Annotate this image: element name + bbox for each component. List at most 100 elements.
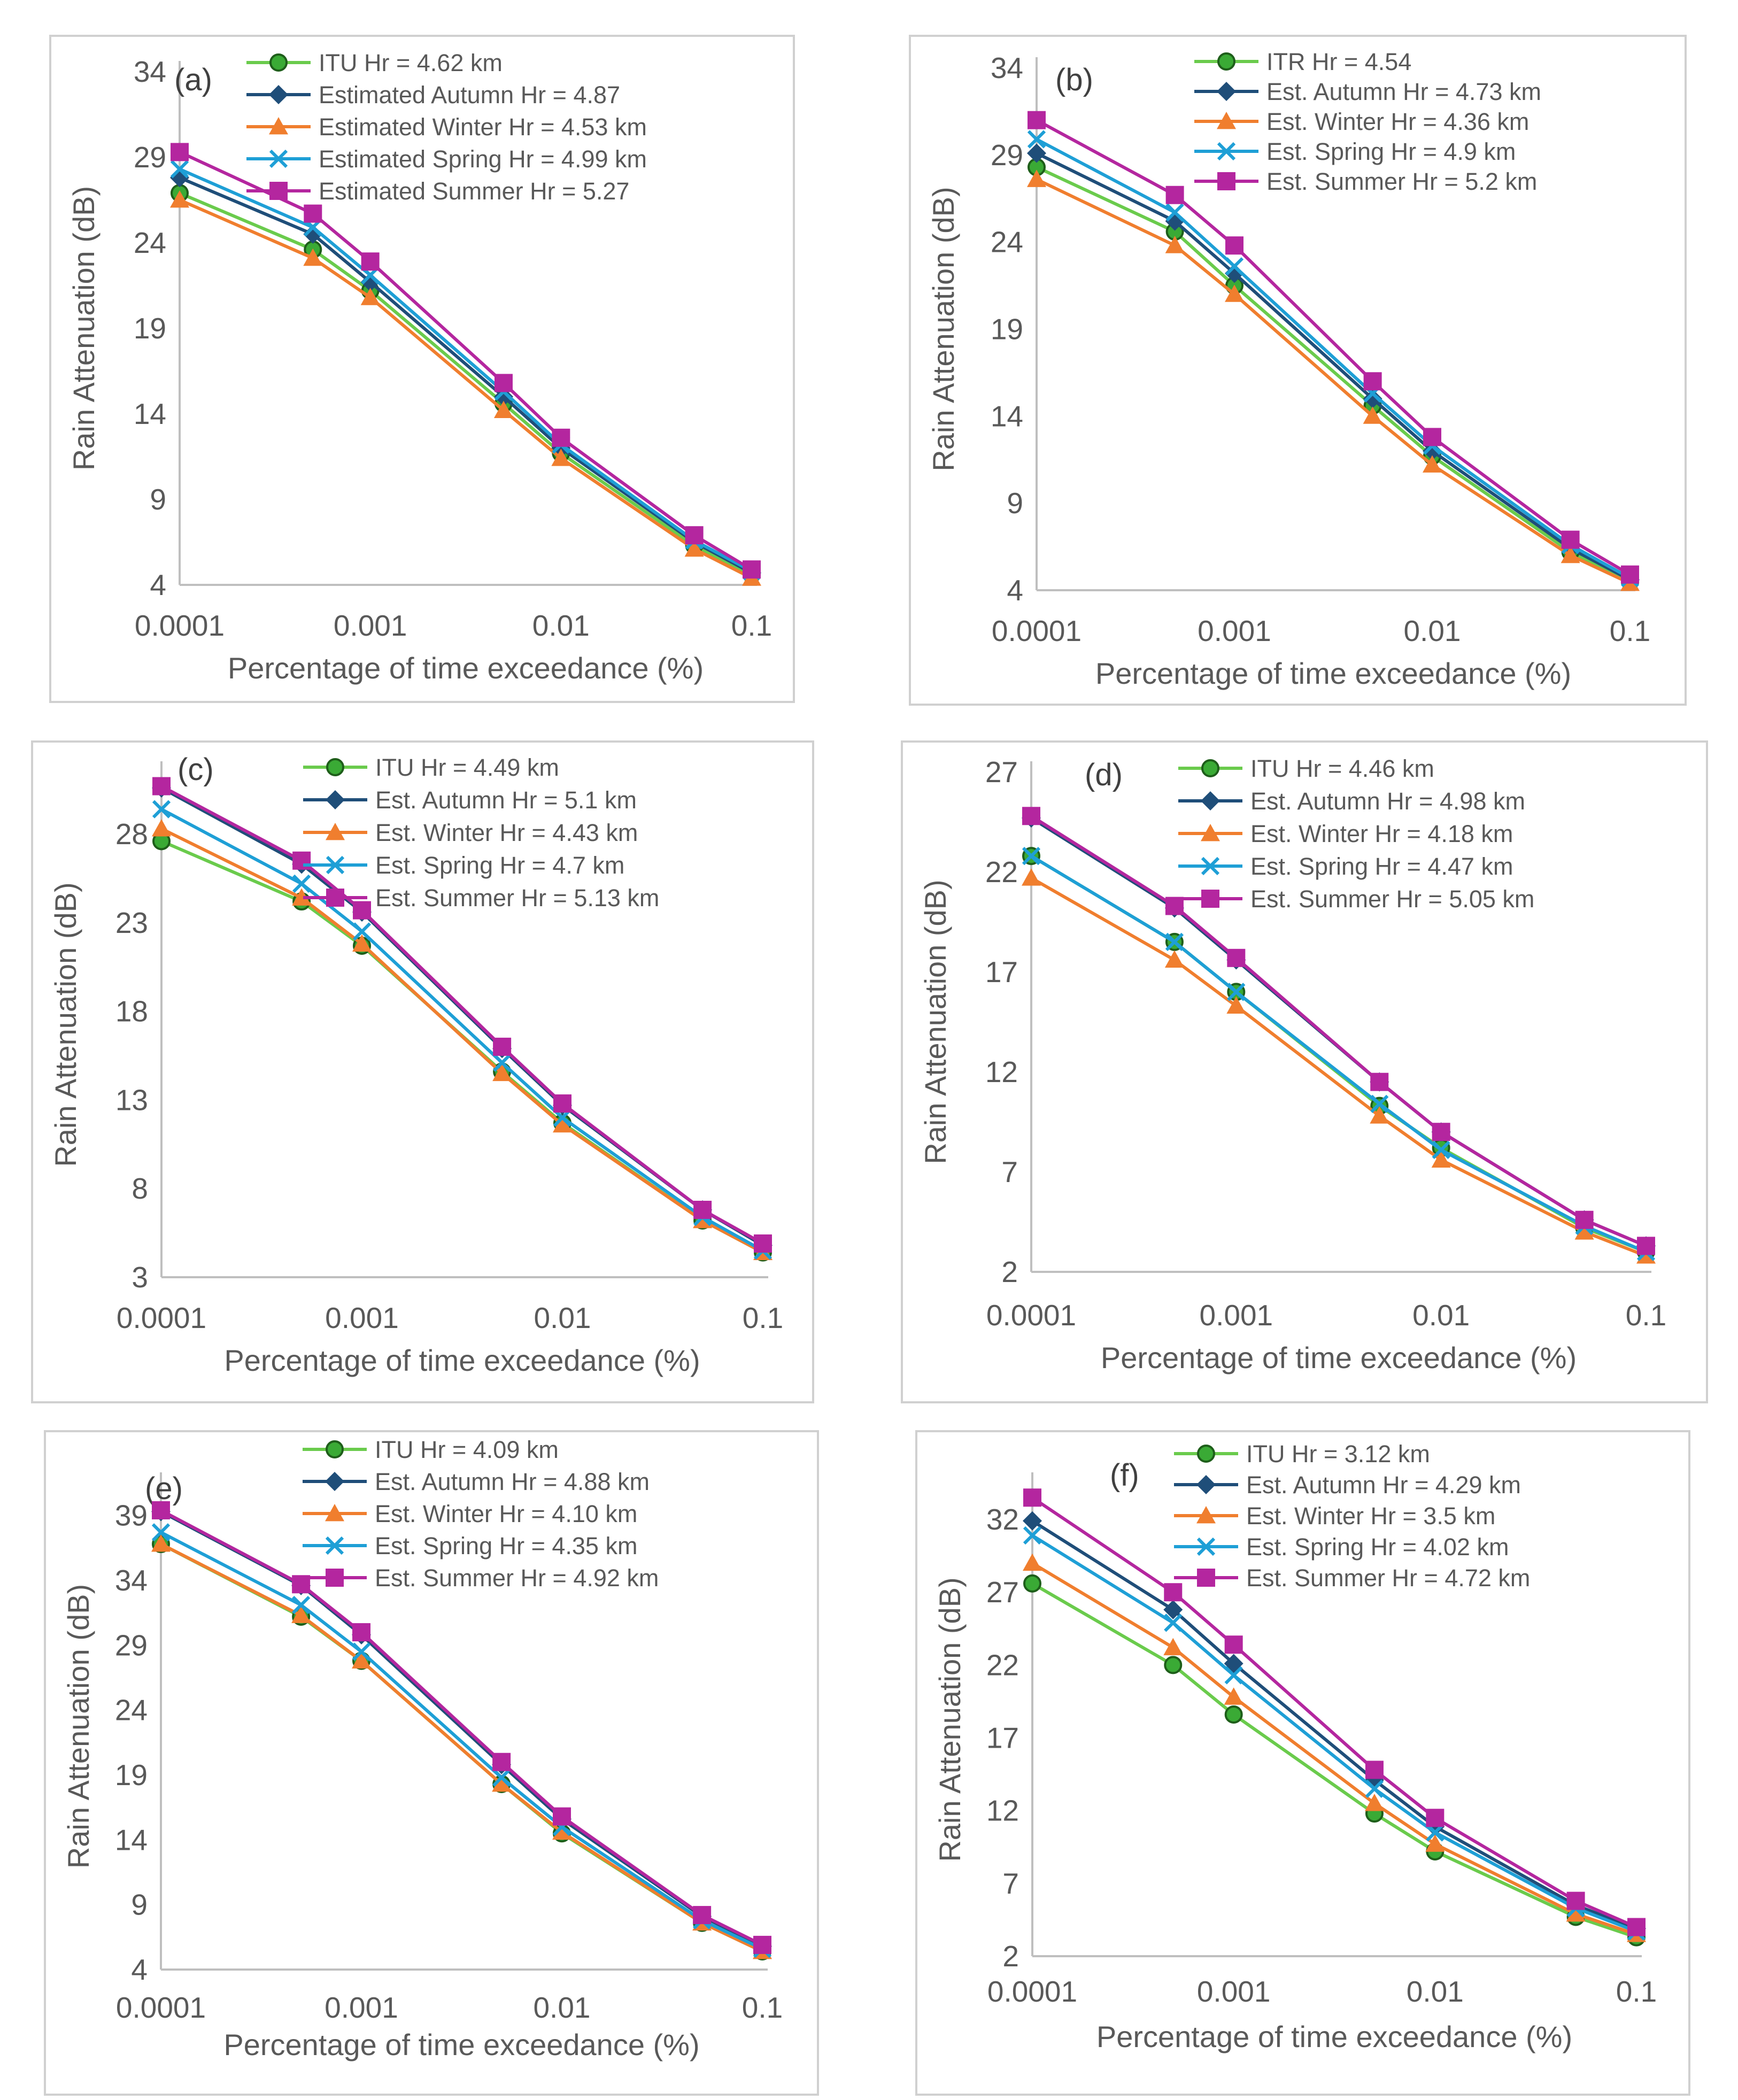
series-line-summer xyxy=(1031,1496,1637,1929)
legend-label: Estimated Spring Hr = 4.99 km xyxy=(319,145,647,173)
series-line-winter xyxy=(1030,876,1647,1257)
y-tick-label: 7 xyxy=(1002,1867,1019,1900)
chart-panel-d: 2 7 12 17 22 27 0.0001 0.001 0.01 0.1 Percentage o… xyxy=(901,740,1708,1403)
data-point-spring xyxy=(291,1595,311,1615)
data-point-spring xyxy=(1022,846,1041,866)
data-point-summer xyxy=(353,901,371,920)
legend-label: Est. Summer Hr = 5.2 km xyxy=(1266,168,1537,195)
data-point-summer xyxy=(361,252,380,271)
series-line-spring xyxy=(160,1531,763,1950)
y-tick-label: 19 xyxy=(991,313,1023,346)
y-tick-label: 22 xyxy=(985,855,1018,889)
legend-label: Est. Autumn Hr = 4.73 km xyxy=(1266,78,1541,105)
legend-item-winter: Estimated Winter Hr = 4.53 km xyxy=(246,113,647,141)
y-tick-label: 29 xyxy=(134,141,166,174)
series-spring xyxy=(1027,130,1640,588)
y-axis-title: Rain Attenuation (dB) xyxy=(49,882,82,1167)
legend-label: Est. Autumn Hr = 4.29 km xyxy=(1246,1471,1521,1499)
legend-swatch-marker xyxy=(1217,142,1236,161)
y-tick-label: 34 xyxy=(134,55,166,88)
data-point-winter xyxy=(552,1822,571,1840)
legend-item-autumn: Est. Autumn Hr = 4.98 km xyxy=(1178,788,1525,815)
legend-swatch-marker xyxy=(1217,172,1235,190)
y-tick-label: 39 xyxy=(115,1499,148,1532)
legend-item-itu: ITU Hr = 4.09 km xyxy=(303,1436,559,1463)
legend-label: Est. Spring Hr = 4.47 km xyxy=(1250,853,1513,880)
series-itu xyxy=(1028,158,1639,591)
data-point-summer xyxy=(352,1623,370,1642)
y-tick-label: 27 xyxy=(985,755,1018,789)
chart-svg-a: 4 9 14 19 24 29 34 0.0001 0.001 0.01 0.1 Percentage… xyxy=(67,49,772,685)
legend-label: Est. Summer Hr = 5.13 km xyxy=(375,884,659,912)
data-point-summer xyxy=(304,204,322,223)
data-point-summer xyxy=(1575,1210,1594,1229)
data-point-spring xyxy=(1165,203,1184,222)
data-point-spring xyxy=(292,874,311,893)
y-tick-label: 27 xyxy=(986,1576,1019,1609)
legend: ITU Hr = 4.62 km Estimated Autumn Hr = 4.… xyxy=(246,49,647,205)
y-axis-title: Rain Attenuation (dB) xyxy=(918,879,952,1164)
legend-label: Est. Winter Hr = 4.43 km xyxy=(375,819,638,846)
data-point-spring xyxy=(1165,932,1184,952)
legend-swatch-marker xyxy=(1196,1475,1216,1494)
x-tick-label: 0.0001 xyxy=(116,1991,206,2024)
panel-tag: (e) xyxy=(145,1471,183,1506)
data-point-summer xyxy=(1028,111,1046,129)
data-point-winter xyxy=(170,190,189,208)
data-point-autumn xyxy=(1163,1600,1183,1619)
data-point-summer xyxy=(693,1906,712,1925)
data-point-winter xyxy=(1363,406,1382,424)
legend-item-itu: ITU Hr = 4.49 km xyxy=(303,754,559,781)
x-tick-label: 0.001 xyxy=(325,1991,398,2024)
legend-label: Est. Winter Hr = 3.5 km xyxy=(1246,1502,1495,1530)
y-tick-label: 9 xyxy=(1007,487,1023,520)
legend-swatch-marker xyxy=(1201,856,1220,876)
series-summer xyxy=(1028,111,1639,584)
legend-swatch-marker xyxy=(326,889,344,907)
data-point-summer xyxy=(1363,372,1382,391)
legend-label: ITU Hr = 4.46 km xyxy=(1250,755,1434,782)
y-tick-label: 2 xyxy=(1001,1255,1018,1288)
y-axis-title: Rain Attenuation (dB) xyxy=(61,1584,95,1869)
data-point-summer xyxy=(1164,1583,1183,1602)
data-point-summer xyxy=(1224,1635,1243,1654)
data-point-summer xyxy=(553,1094,571,1113)
legend-item-autumn: Est. Autumn Hr = 5.1 km xyxy=(303,786,637,814)
series-winter xyxy=(170,190,761,586)
y-tick-label: 9 xyxy=(150,483,166,516)
legend-item-spring: Estimated Spring Hr = 4.99 km xyxy=(246,145,647,173)
legend-swatch-marker xyxy=(269,182,288,200)
legend-swatch-marker xyxy=(326,855,345,875)
data-point-summer xyxy=(494,374,513,392)
legend-label: Estimated Autumn Hr = 4.87 xyxy=(319,81,620,109)
data-point-winter xyxy=(493,400,513,418)
legend-swatch-marker xyxy=(269,117,288,135)
legend-item-itu: ITR Hr = 4.54 xyxy=(1194,48,1411,75)
legend-label: Est. Spring Hr = 4.35 km xyxy=(375,1532,637,1559)
series-summer xyxy=(152,777,772,1253)
legend-label: ITU Hr = 4.62 km xyxy=(319,49,503,76)
legend-item-summer: Est. Summer Hr = 5.13 km xyxy=(303,884,659,912)
data-point-summer xyxy=(1426,1809,1445,1827)
data-point-spring xyxy=(1224,1666,1243,1685)
y-tick-label: 19 xyxy=(115,1758,148,1792)
data-point-summer xyxy=(492,1752,511,1771)
legend-label: Est. Summer Hr = 4.92 km xyxy=(375,1564,659,1592)
legend-swatch-marker xyxy=(326,758,344,776)
legend-swatch-marker xyxy=(1197,1445,1215,1463)
data-point-winter xyxy=(1023,1553,1042,1571)
legend: ITU Hr = 3.12 km Est. Autumn Hr = 4.29 km… xyxy=(1174,1440,1530,1592)
x-tick-label: 0.001 xyxy=(325,1301,399,1334)
data-point-spring xyxy=(492,1768,511,1787)
x-tick-label: 0.001 xyxy=(1200,1299,1273,1332)
legend-label: Estimated Winter Hr = 4.53 km xyxy=(319,113,647,141)
y-tick-label: 18 xyxy=(115,995,148,1028)
legend-swatch-marker xyxy=(1196,1537,1216,1556)
data-point-winter xyxy=(360,288,380,305)
x-tick-label: 0.0001 xyxy=(117,1301,206,1334)
x-axis-title: Percentage of time exceedance (%) xyxy=(1095,657,1571,690)
data-point-winter xyxy=(1423,455,1442,473)
legend-swatch-marker xyxy=(326,790,345,809)
legend-label: Est. Winter Hr = 4.10 km xyxy=(375,1500,637,1527)
legend-swatch-marker xyxy=(269,149,288,168)
